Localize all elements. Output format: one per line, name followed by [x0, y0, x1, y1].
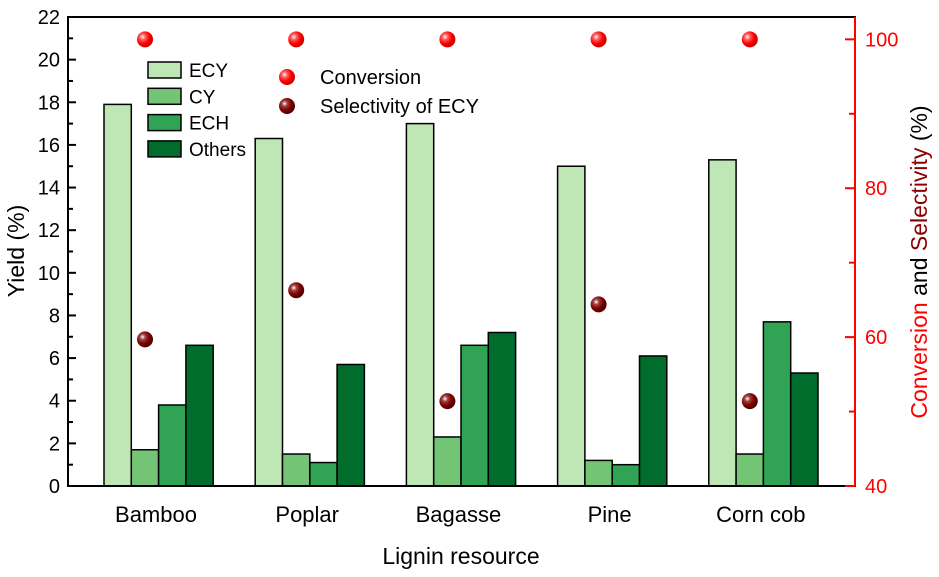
- point-selectivity-poplar: [288, 282, 305, 299]
- bar-cy-corn-cob: [735, 453, 765, 487]
- bar-cy-bagasse: [432, 436, 462, 487]
- x-axis-label: Lignin resource: [382, 543, 539, 569]
- legend-label-selectivity: Selectivity of ECY: [320, 96, 479, 118]
- y-tick-label: 18: [38, 92, 60, 114]
- x-tick-label: Corn cob: [716, 502, 805, 527]
- point-selectivity-corn-cob: [741, 393, 758, 410]
- point-conversion-pine: [590, 31, 607, 48]
- bar-others-pine: [638, 355, 668, 487]
- bar-others-corn-cob: [789, 372, 819, 487]
- x-tick-label: Pine: [588, 502, 632, 527]
- bar-ecy-bagasse: [405, 122, 435, 487]
- legend-label-ecy: ECY: [189, 61, 228, 82]
- y-tick-label: 14: [38, 178, 60, 200]
- right-axis-label-part: Selectivity: [906, 147, 932, 251]
- bar-ecy-corn-cob: [708, 159, 737, 487]
- y-tick-label: 2: [49, 433, 60, 455]
- right-tick-label: 60: [865, 327, 887, 349]
- right-tick-label: 100: [865, 29, 898, 51]
- bar-ecy-bamboo: [103, 103, 133, 487]
- y-tick-label: 4: [49, 391, 60, 413]
- right-tick-label: 80: [865, 178, 887, 200]
- bar-ech-bamboo: [157, 404, 187, 487]
- bar-cy-poplar: [281, 453, 311, 487]
- legend-label-others: Others: [189, 140, 246, 161]
- legend-swatch-others: [147, 140, 182, 158]
- legend-swatch-cy: [147, 87, 182, 106]
- point-selectivity-bagasse: [439, 393, 456, 410]
- legend-swatch-ech: [147, 113, 182, 132]
- bar-ech-pine: [611, 463, 641, 487]
- legend-label-ech: ECH: [189, 114, 229, 135]
- bar-ech-poplar: [309, 461, 338, 487]
- x-tick-label: Poplar: [275, 502, 339, 527]
- x-tick-label: Bamboo: [115, 502, 197, 527]
- legend-marker-conversion: [279, 69, 295, 85]
- y-tick-label: 16: [38, 135, 60, 157]
- y-tick-label: 8: [49, 305, 60, 327]
- point-selectivity-pine: [590, 296, 607, 313]
- bar-cy-pine: [584, 459, 613, 487]
- bar-ecy-poplar: [254, 137, 284, 487]
- legend-label-conversion: Conversion: [320, 67, 421, 89]
- y-axis-label: Yield (%): [3, 205, 29, 297]
- y-tick-label: 0: [49, 476, 60, 498]
- right-axis-label-part: (%): [906, 105, 932, 147]
- right-axis-label: Conversion and Selectivity (%): [906, 105, 932, 418]
- bar-ech-corn-cob: [762, 321, 792, 487]
- y-tick-label: 10: [38, 263, 60, 285]
- point-conversion-bamboo: [137, 31, 153, 48]
- bar-ecy-pine: [556, 165, 586, 487]
- legend-label-cy: CY: [189, 87, 216, 108]
- point-conversion-poplar: [288, 31, 305, 48]
- right-axis-label-part: and: [906, 251, 932, 302]
- bar-cy-bamboo: [130, 449, 160, 487]
- x-tick-label: Bagasse: [416, 502, 502, 527]
- bar-others-bamboo: [185, 344, 214, 487]
- right-axis-label-part: Conversion: [906, 302, 932, 418]
- y-tick-label: 12: [38, 220, 60, 242]
- y-tick-label: 20: [38, 50, 60, 72]
- bar-others-poplar: [336, 363, 366, 487]
- point-selectivity-bamboo: [137, 331, 153, 348]
- y-tick-label: 22: [38, 7, 60, 29]
- bar-others-bagasse: [487, 331, 517, 487]
- point-conversion-bagasse: [439, 31, 456, 48]
- point-conversion-corn-cob: [741, 31, 758, 48]
- legend-marker-selectivity: [279, 98, 295, 114]
- right-tick-label: 40: [865, 476, 887, 498]
- y-tick-label: 6: [49, 348, 60, 370]
- bar-ech-bagasse: [460, 344, 490, 487]
- legend-swatch-ecy: [147, 61, 182, 79]
